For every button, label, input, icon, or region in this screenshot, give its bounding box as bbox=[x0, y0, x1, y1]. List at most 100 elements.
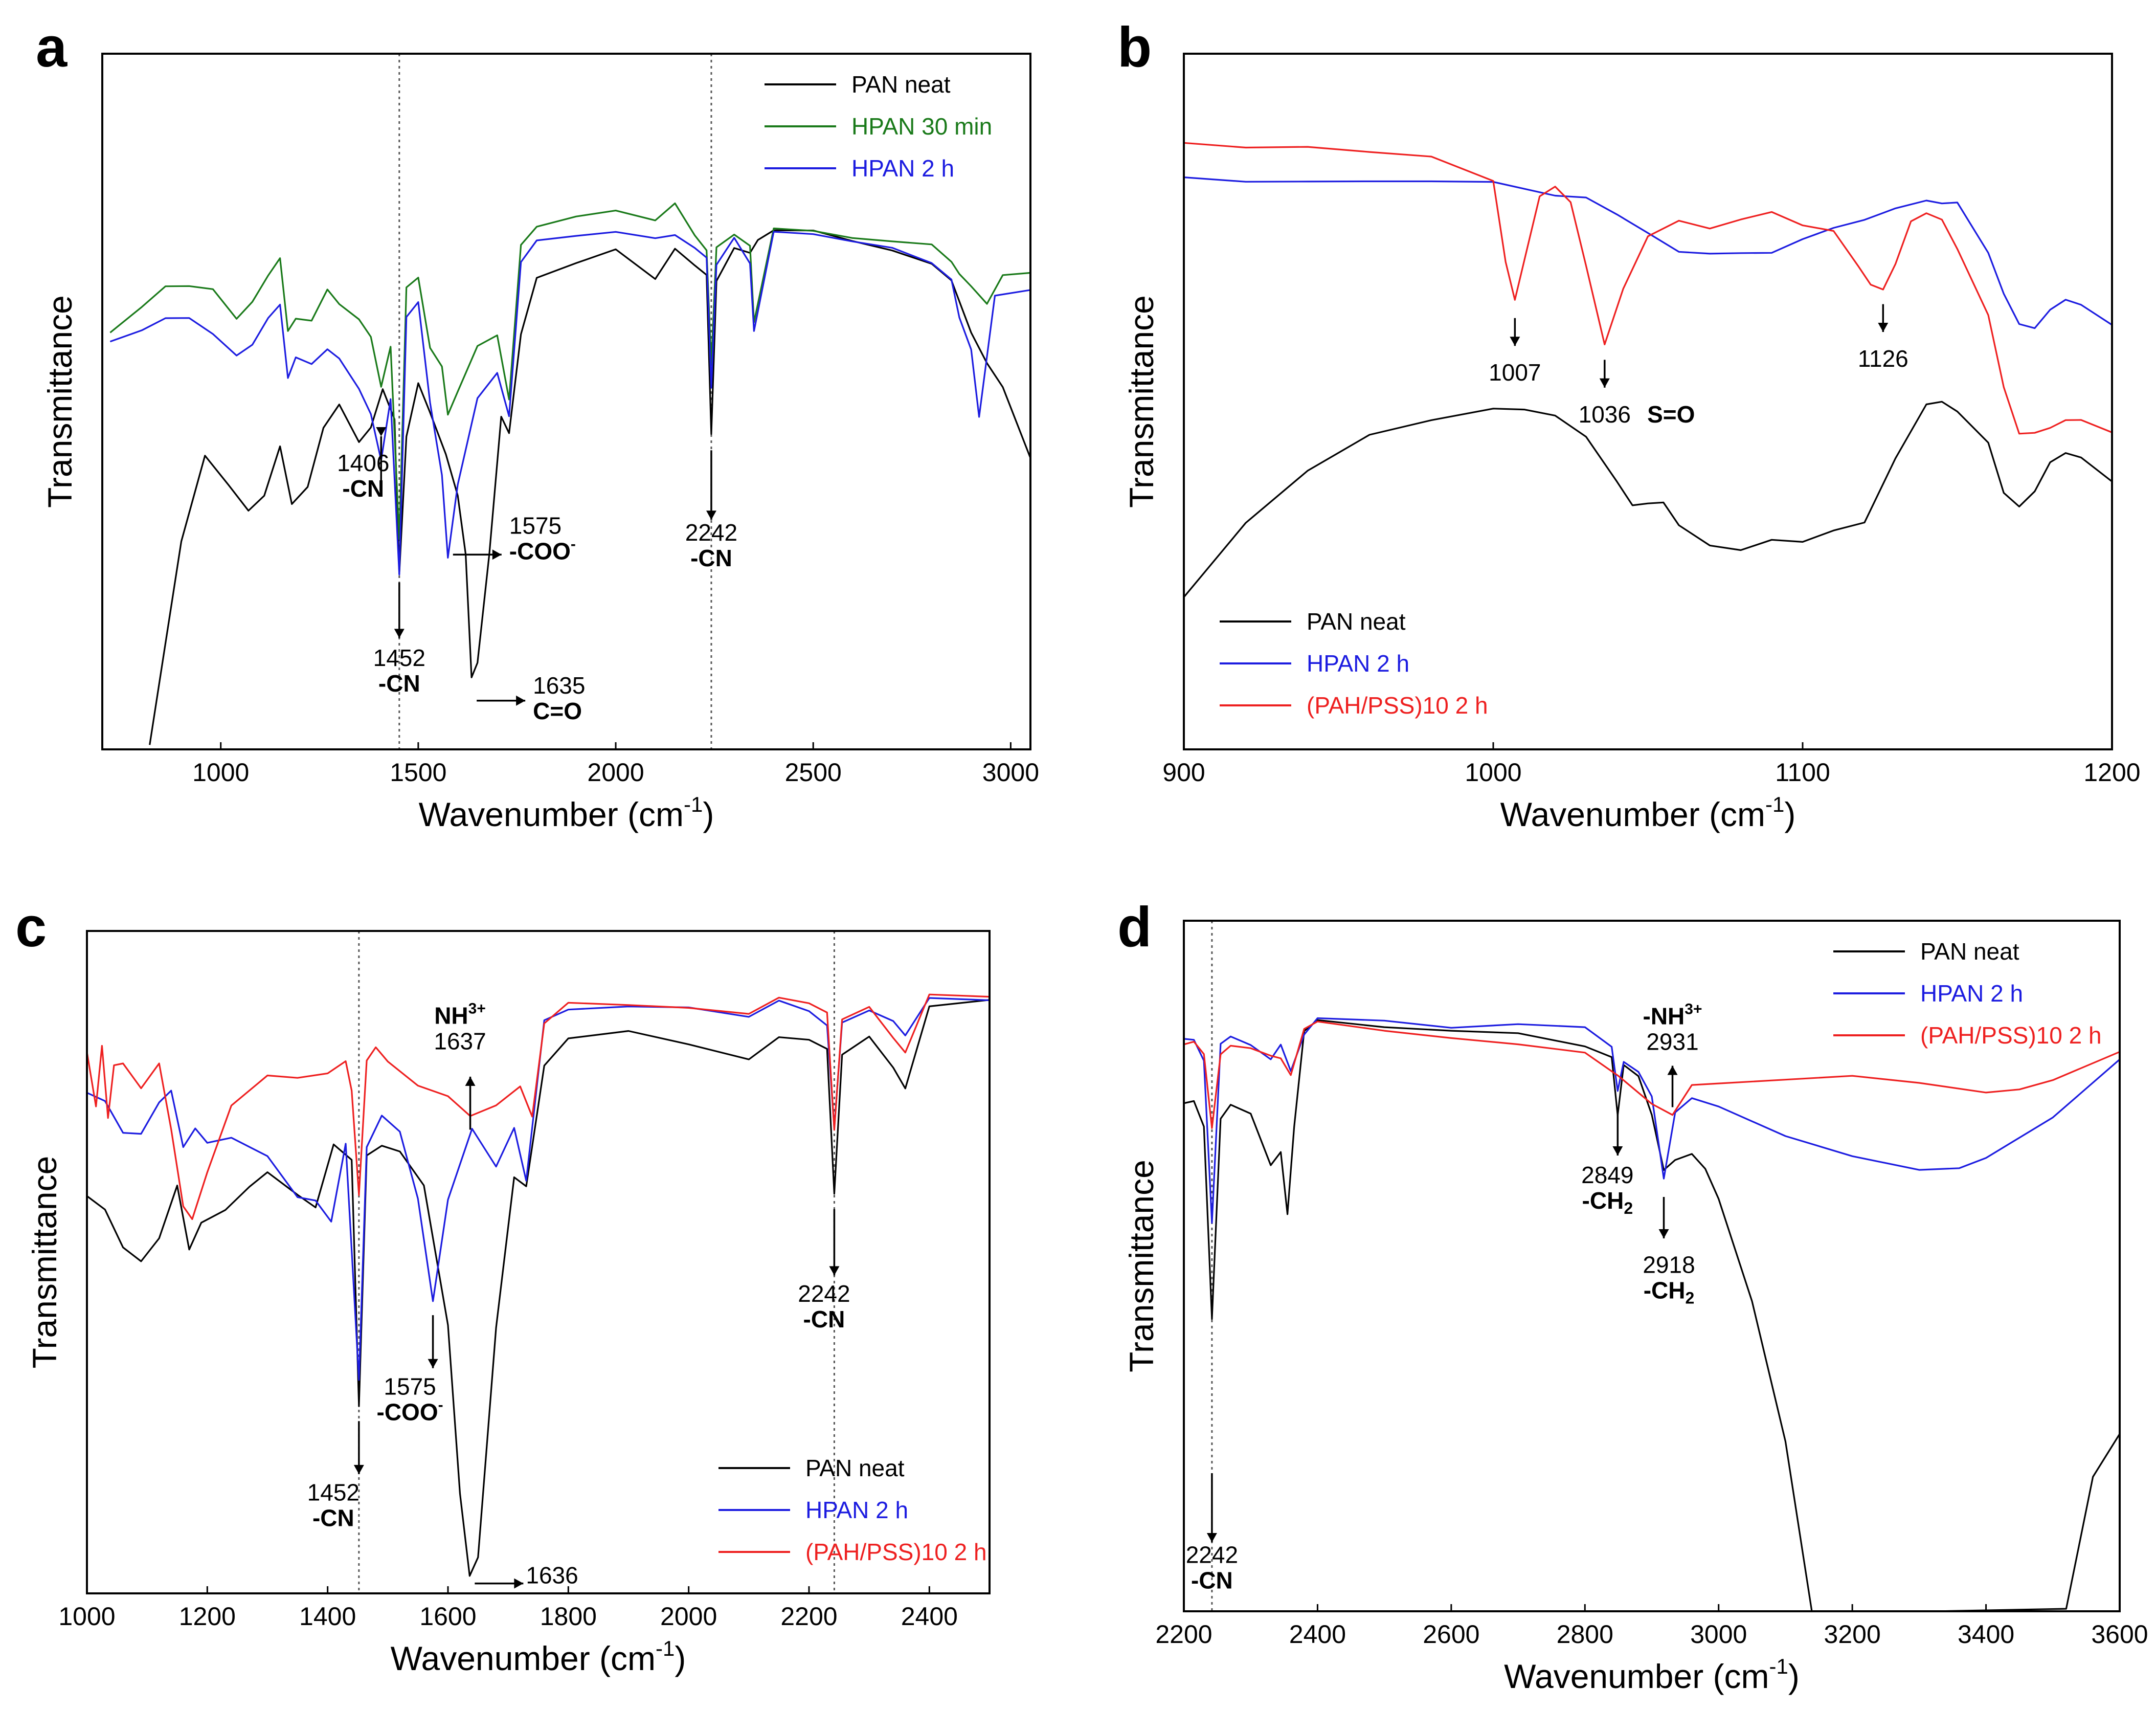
x-tick-label-d-6: 3400 bbox=[1958, 1620, 2014, 1649]
annotation-label-c-2: 1636 bbox=[526, 1562, 578, 1589]
y-axis-label-b: Transmittance bbox=[1122, 295, 1160, 508]
x-tick-label-a-0: 1000 bbox=[192, 758, 249, 787]
annotation-sublabel-c-0: -CN bbox=[312, 1505, 354, 1531]
annotation-sublabel-c-1: -COO- bbox=[377, 1397, 443, 1426]
y-axis-label-a: Transmittance bbox=[41, 295, 79, 508]
annotation-label-c-3: NH3+ bbox=[434, 1000, 486, 1029]
annotation-a-1: 1452-CN bbox=[373, 582, 425, 697]
annotation-label-c-1: 1575 bbox=[384, 1373, 436, 1400]
panel-letter-c: c bbox=[15, 896, 47, 959]
x-tick-label-b-2: 1100 bbox=[1775, 758, 1830, 787]
annotation-d-2: 2918-CH2 bbox=[1643, 1197, 1695, 1307]
legend-label-c-1: HPAN 2 h bbox=[805, 1497, 908, 1523]
x-tick-label-a-4: 3000 bbox=[982, 758, 1039, 787]
annotation-sublabel-d-2: -CH2 bbox=[1644, 1277, 1695, 1307]
annotation-sublabel-a-2: -COO- bbox=[509, 536, 576, 564]
plot-frame-a bbox=[101, 53, 1031, 750]
x-tick-label-d-3: 2800 bbox=[1557, 1620, 1613, 1649]
series-line-c-0 bbox=[87, 999, 990, 1577]
annotation-d-0: 2242-CN bbox=[1186, 1473, 1238, 1594]
x-tick-label-d-5: 3200 bbox=[1824, 1620, 1881, 1649]
annotation-arrowhead-a-3 bbox=[516, 695, 526, 706]
series-line-a-2 bbox=[109, 231, 1030, 575]
series-line-d-0 bbox=[1184, 1019, 2120, 1611]
plot-frame-c bbox=[86, 930, 991, 1594]
annotation-label-d-1: 2849 bbox=[1581, 1162, 1633, 1188]
annotation-b-1: 1036 S=O bbox=[1579, 360, 1695, 428]
x-axis-label-d: Wavenumber (cm-1) bbox=[1504, 1654, 1800, 1695]
annotation-sublabel-d-1: -CH2 bbox=[1582, 1187, 1633, 1217]
x-tick-label-a-1: 1500 bbox=[390, 758, 446, 787]
annotation-arrowhead-d-0 bbox=[1206, 1533, 1217, 1542]
x-tick-label-c-7: 2400 bbox=[901, 1602, 958, 1631]
x-tick-label-d-1: 2400 bbox=[1289, 1620, 1346, 1649]
panel-letter-a: a bbox=[36, 16, 68, 79]
annotation-c-3: NH3+1637 bbox=[434, 1000, 486, 1130]
annotation-sublabel-c-3: 1637 bbox=[434, 1028, 486, 1054]
x-tick-label-b-0: 900 bbox=[1162, 758, 1205, 787]
annotation-sublabel-d-3: 2931 bbox=[1646, 1029, 1698, 1055]
annotation-label-c-4: 2242 bbox=[798, 1280, 850, 1307]
annotation-arrowhead-a-0 bbox=[376, 427, 387, 436]
annotation-a-4: 2242-CN bbox=[685, 450, 737, 571]
annotation-arrowhead-a-4 bbox=[706, 510, 716, 520]
annotation-arrowhead-c-4 bbox=[829, 1266, 840, 1276]
annotation-arrowhead-c-1 bbox=[428, 1359, 438, 1368]
x-axis-label-a: Wavenumber (cm-1) bbox=[419, 792, 714, 833]
legend-label-b-0: PAN neat bbox=[1307, 608, 1406, 635]
legend-label-d-0: PAN neat bbox=[1920, 938, 2019, 965]
annotation-arrowhead-b-0 bbox=[1510, 337, 1520, 346]
annotation-sublabel-b-1: S=O bbox=[1647, 401, 1695, 428]
annotation-arrowhead-d-3 bbox=[1667, 1065, 1678, 1075]
series-line-a-1 bbox=[109, 202, 1030, 540]
legend-label-b-1: HPAN 2 h bbox=[1307, 650, 1409, 677]
x-tick-label-d-0: 2200 bbox=[1155, 1620, 1212, 1649]
annotation-arrowhead-c-2 bbox=[514, 1578, 524, 1589]
annotation-arrowhead-a-1 bbox=[394, 629, 405, 638]
legend-label-a-0: PAN neat bbox=[851, 71, 951, 98]
panel-b: b 900 1000 1100 1200 Wavenumber (cm-1) Transmi… bbox=[1117, 16, 2141, 833]
x-axis-label-b: Wavenumber (cm-1) bbox=[1500, 792, 1796, 833]
annotation-label-c-0: 1452 bbox=[307, 1479, 360, 1506]
series-line-a-0 bbox=[149, 229, 1030, 745]
series-line-c-2 bbox=[87, 993, 990, 1220]
legend-label-c-2: (PAH/PSS)10 2 h bbox=[805, 1539, 987, 1565]
annotation-label-b-2: 1126 bbox=[1858, 345, 1908, 372]
x-tick-label-b-3: 1200 bbox=[2083, 758, 2140, 787]
annotation-c-0: 1452-CN bbox=[307, 1421, 364, 1531]
annotation-label-d-2: 2918 bbox=[1643, 1252, 1695, 1278]
annotation-b-2: 1126 bbox=[1858, 304, 1908, 372]
legend-label-d-2: (PAH/PSS)10 2 h bbox=[1920, 1022, 2102, 1049]
annotation-arrowhead-d-1 bbox=[1612, 1146, 1623, 1156]
annotation-label-b-1: 1036 bbox=[1579, 401, 1631, 428]
annotation-c-4: 2242-CN bbox=[798, 1209, 850, 1333]
y-axis-label-d: Transmittance bbox=[1122, 1160, 1160, 1372]
annotation-d-1: 2849-CH2 bbox=[1581, 1114, 1634, 1217]
series-line-d-1 bbox=[1184, 1017, 2120, 1224]
x-tick-label-c-3: 1600 bbox=[419, 1602, 476, 1631]
annotation-label-b-0: 1007 bbox=[1489, 359, 1541, 386]
annotation-arrowhead-a-2 bbox=[492, 549, 502, 560]
plot-frame-d bbox=[1183, 920, 2121, 1612]
panel-c: c 1000 1200 1400 1600 1800 2000 2200 2400 Wavenum… bbox=[15, 896, 991, 1677]
x-tick-label-c-1: 1200 bbox=[179, 1602, 236, 1631]
series-line-b-1 bbox=[1184, 176, 2112, 329]
annotation-arrowhead-c-0 bbox=[353, 1464, 364, 1474]
x-tick-label-d-2: 2600 bbox=[1423, 1620, 1479, 1649]
annotation-label-a-1: 1452 bbox=[373, 645, 425, 671]
panel-a: a 1000 1500 2000 2500 3000 Wavenumber (cm-1) Tr… bbox=[36, 16, 1039, 833]
annotation-sublabel-a-4: -CN bbox=[690, 545, 732, 571]
legend-label-b-2: (PAH/PSS)10 2 h bbox=[1307, 692, 1488, 719]
series-line-c-1 bbox=[87, 997, 990, 1381]
x-tick-label-d-4: 3000 bbox=[1690, 1620, 1747, 1649]
annotation-label-d-0: 2242 bbox=[1186, 1542, 1238, 1568]
annotation-b-0: 1007 bbox=[1489, 318, 1541, 386]
annotation-sublabel-a-3: C=O bbox=[533, 698, 582, 724]
annotation-label-a-4: 2242 bbox=[685, 519, 737, 546]
x-tick-label-c-6: 2200 bbox=[780, 1602, 837, 1631]
y-axis-label-c: Transmittance bbox=[26, 1156, 63, 1369]
annotation-d-3: -NH3+2931 bbox=[1643, 1001, 1702, 1107]
